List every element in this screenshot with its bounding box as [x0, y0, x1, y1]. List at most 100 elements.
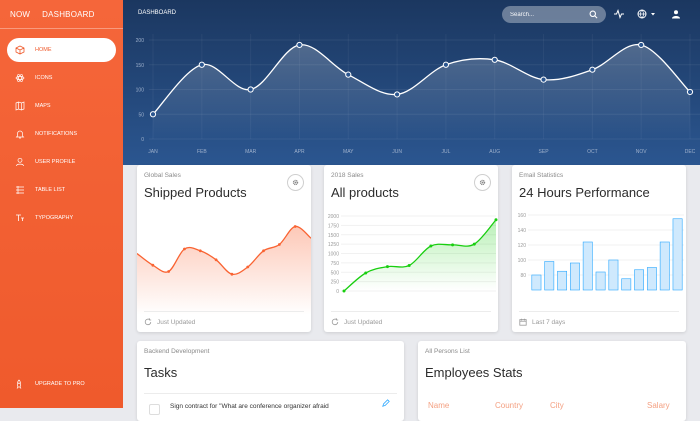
series-area [153, 44, 690, 139]
x-tick-label: SEP [539, 149, 550, 155]
list-icon [14, 185, 25, 196]
text-icon [14, 213, 25, 224]
data-point [151, 263, 155, 267]
table-header-city: City [550, 401, 564, 410]
y-tick-label: 250 [331, 280, 340, 286]
search-placeholder: Search... [510, 11, 535, 18]
refresh-icon [331, 318, 339, 326]
task-checkbox[interactable] [149, 404, 160, 415]
refresh-icon [144, 318, 152, 326]
data-point [342, 289, 346, 293]
x-tick-label: MAR [245, 149, 256, 155]
series-line [152, 44, 691, 115]
x-tick-label: AUG [489, 149, 500, 155]
sidebar-item-label: USER PROFILE [35, 159, 76, 165]
x-tick-label: MAY [343, 149, 354, 155]
upgrade-to-pro-link[interactable]: UPGRADE TO PRO [7, 374, 85, 394]
tasks-card: Backend Development Tasks Sign contract … [137, 341, 404, 421]
data-point [429, 244, 433, 248]
footer-text: Last 7 days [532, 318, 566, 326]
task-text: Sign contract for "What are conference o… [170, 403, 329, 410]
card-category: All Persons List [425, 348, 470, 355]
bar [582, 241, 593, 291]
y-tick-label: 80 [520, 273, 526, 279]
search-icon [589, 10, 598, 19]
bar [659, 241, 670, 291]
divider [519, 311, 679, 312]
sidebar-item-label: MAPS [35, 103, 51, 109]
data-point [246, 265, 250, 269]
data-point [364, 271, 368, 275]
settings-button[interactable] [474, 174, 491, 191]
y-tick-label: 2000 [328, 214, 339, 220]
cube-icon [14, 45, 25, 56]
bar [672, 218, 683, 291]
brand-title: DASHBOARD [42, 9, 95, 19]
x-tick-label: JUN [392, 149, 402, 155]
page-title: DASHBOARD [138, 10, 177, 16]
data-point [277, 243, 281, 246]
footer-text: Just Updated [344, 318, 383, 326]
data-point [247, 86, 254, 93]
data-point [638, 41, 645, 49]
data-point [472, 242, 476, 246]
sidebar-item-label: TYPOGRAPHY [35, 215, 74, 221]
card-category: Email Statistics [519, 172, 564, 179]
spaceship-icon [14, 379, 25, 390]
table-header-country: Country [495, 401, 524, 410]
shipped-products-card: Global Sales Shipped Products Just Updat… [137, 165, 311, 332]
sidebar-item-maps[interactable]: MAPS [7, 94, 116, 118]
gear-icon [479, 179, 486, 186]
bar [621, 278, 632, 291]
y-tick-label: 500 [331, 270, 340, 276]
y-tick-label: 750 [331, 261, 340, 267]
y-tick-label: 100 [136, 88, 145, 94]
map-icon [14, 101, 25, 112]
data-point [198, 249, 202, 253]
divider [331, 311, 491, 312]
email-statistics-chart: 80 100 120 140 160 [518, 213, 684, 291]
sidebar-item-typography[interactable]: TYPOGRAPHY [7, 206, 116, 230]
divider [144, 393, 397, 394]
data-point [491, 56, 498, 63]
y-tick-label: 120 [518, 243, 527, 249]
hero-panel: DASHBOARD Search... 0 50 100 150 200 JAN FEB MA… [123, 0, 700, 165]
bar [557, 270, 568, 291]
x-tick-label: DEC [685, 149, 696, 155]
sidebar-item-notifications[interactable]: NOTIFICATIONS [7, 122, 116, 146]
bar [531, 274, 542, 291]
x-tick-label: FEB [197, 149, 207, 155]
activity-icon[interactable] [614, 9, 624, 19]
sidebar-item-table-list[interactable]: TABLE LIST [7, 178, 116, 202]
y-tick-label: 200 [136, 38, 145, 44]
settings-button[interactable] [287, 174, 304, 191]
sidebar-item-icons[interactable]: ICONS [7, 66, 116, 90]
card-title: 24 Hours Performance [519, 185, 650, 200]
user-icon[interactable] [671, 9, 681, 19]
x-tick-label: APR [294, 149, 305, 155]
sidebar-item-user-profile[interactable]: USER PROFILE [7, 150, 116, 174]
sidebar-item-home[interactable]: HOME [7, 38, 116, 62]
edit-icon[interactable] [382, 399, 390, 407]
email-statistics-card: Email Statistics 24 Hours Performance 80… [512, 165, 686, 332]
bar [634, 269, 645, 291]
y-tick-label: 160 [518, 213, 527, 219]
search-input[interactable]: Search... [502, 6, 606, 23]
y-tick-label: 140 [518, 228, 527, 234]
globe-icon[interactable] [637, 9, 647, 19]
data-point [494, 218, 498, 222]
card-title: Tasks [144, 365, 178, 380]
data-point [442, 61, 450, 68]
brand[interactable]: NOW DASHBOARD [0, 0, 123, 29]
y-tick-label: 0 [141, 137, 144, 143]
user-icon [14, 157, 25, 168]
data-point [407, 264, 411, 267]
y-tick-label: 50 [138, 112, 144, 118]
chevron-down-icon[interactable] [651, 13, 655, 16]
card-footer: Just Updated [331, 318, 382, 326]
y-tick-label: 100 [518, 258, 527, 264]
gear-icon [292, 179, 299, 186]
line-chart: 0 50 100 150 200 JAN FEB MAR APR MAY JUN JUL AUG SEP O… [136, 34, 700, 155]
bar [544, 261, 555, 291]
sidebar-nav: HOME ICONS MAPS NOTIFICATIONS USER PROFI… [0, 38, 123, 230]
